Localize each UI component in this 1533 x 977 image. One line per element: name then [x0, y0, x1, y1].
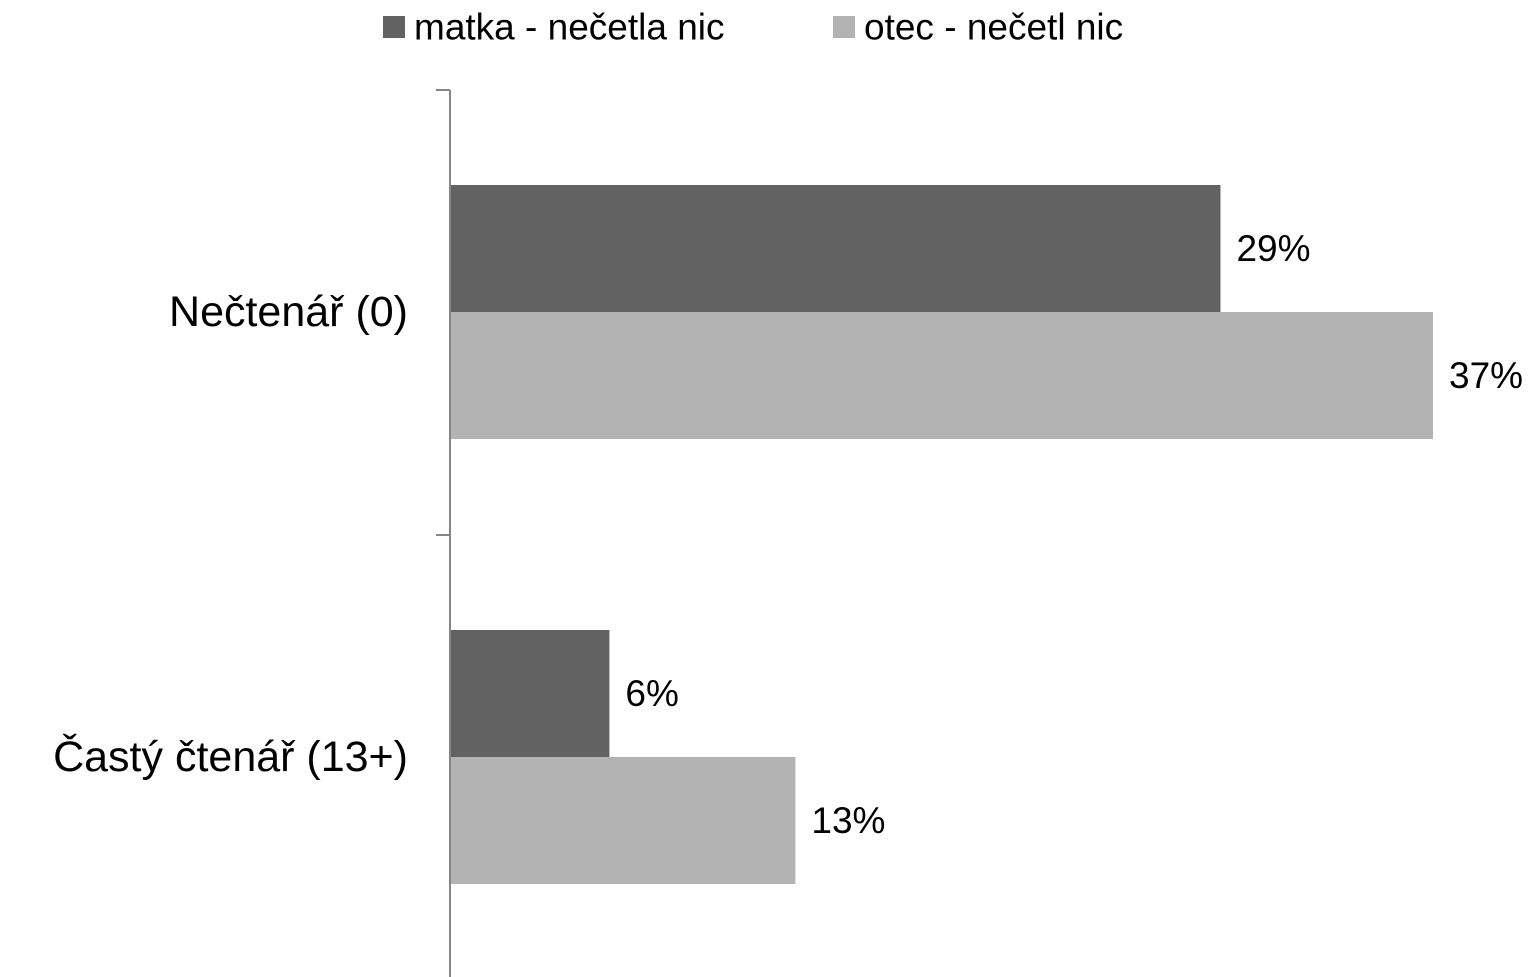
data-label: 37% — [1449, 355, 1523, 396]
legend-swatch — [383, 16, 405, 38]
category-label: Nečtenář (0) — [169, 288, 408, 336]
legend: matka - nečetla nic otec - nečetl nic — [383, 7, 1123, 48]
legend-swatch — [833, 16, 855, 38]
bar-matka-0 — [450, 185, 1221, 312]
data-label: 29% — [1236, 228, 1310, 269]
legend-label: otec - nečetl nic — [864, 7, 1123, 48]
data-label: 13% — [811, 800, 885, 841]
data-label: 6% — [625, 673, 678, 714]
bars — [450, 185, 1433, 884]
category-axis — [436, 89, 451, 977]
bar-otec-1 — [450, 757, 796, 884]
bar-matka-1 — [450, 630, 610, 757]
labels: 29% 37% Nečtenář (0) 6% 13% Častý čtenář (13+… — [53, 228, 1523, 841]
bar-otec-0 — [450, 312, 1433, 439]
category-label: Častý čtenář (13+) — [53, 733, 408, 781]
legend-label: matka - nečetla nic — [414, 7, 725, 48]
